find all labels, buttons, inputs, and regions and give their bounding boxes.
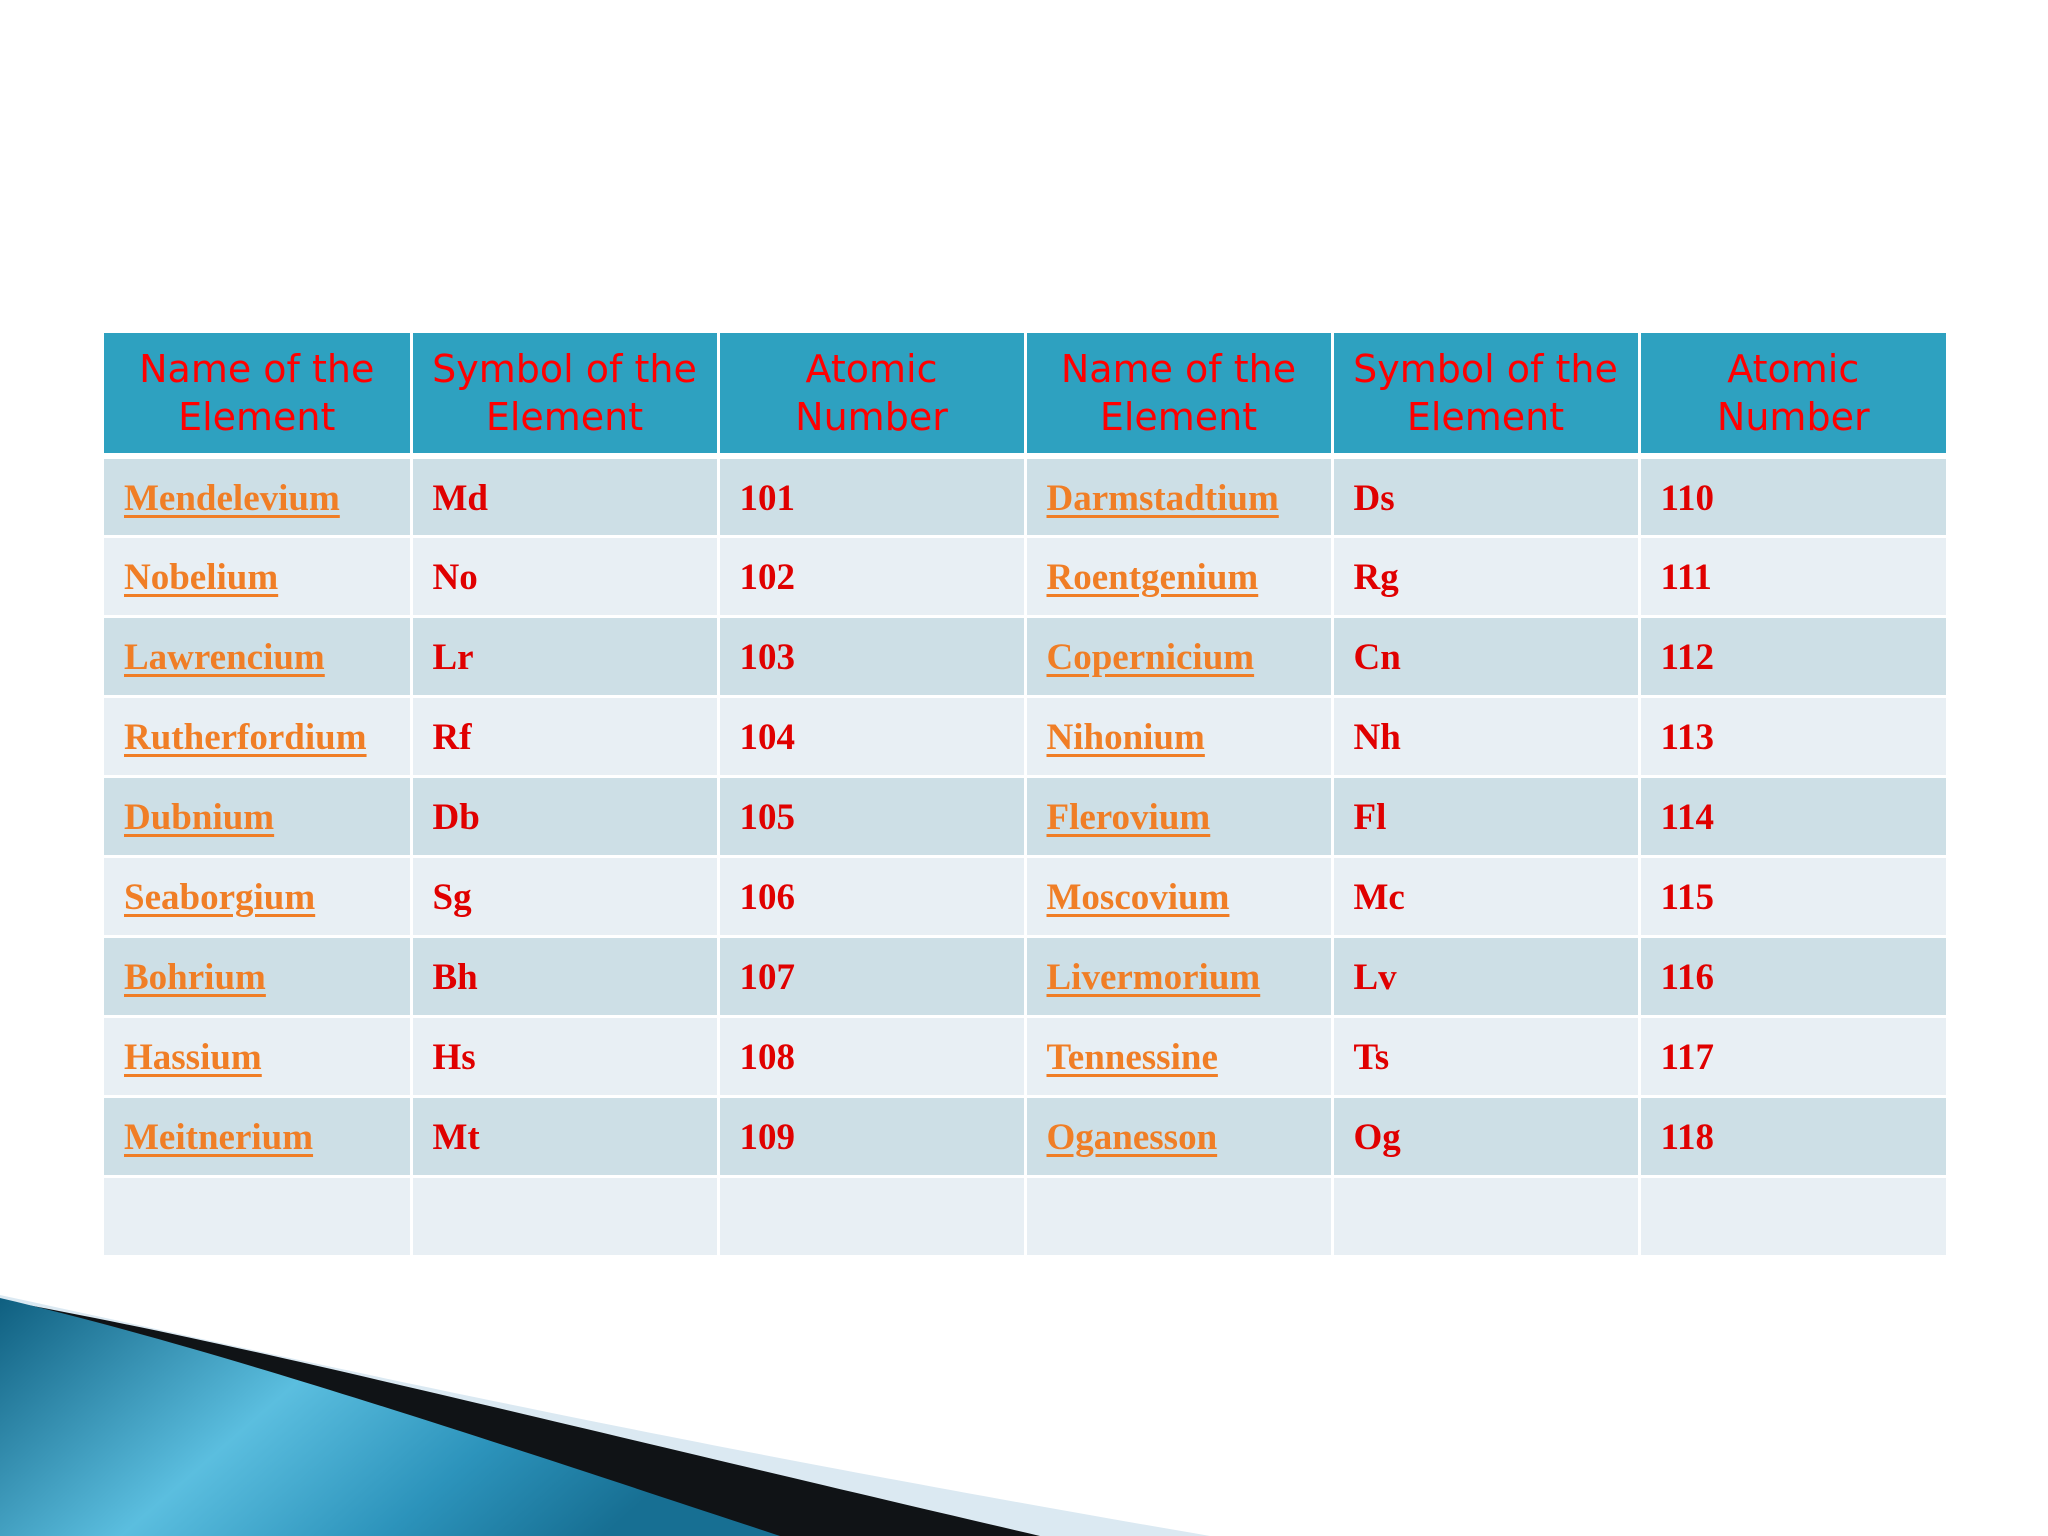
element-name-cell: Tennessine	[1025, 1016, 1334, 1098]
element-symbol-cell: Db	[411, 776, 720, 858]
table-row: Dubnium Db 105 Flerovium Fl 114	[104, 776, 1946, 858]
element-symbol-cell: Sg	[411, 856, 720, 938]
element-link[interactable]: Dubnium	[124, 796, 275, 838]
header-atomic-number-2: Atomic Number	[1639, 333, 1946, 459]
element-link[interactable]: Lawrencium	[124, 636, 325, 678]
element-symbol-cell: Og	[1332, 1096, 1641, 1178]
element-symbol-cell: Rg	[1332, 536, 1641, 618]
atomic-number-cell: 105	[718, 776, 1027, 858]
element-name-cell: Mendelevium	[104, 456, 413, 538]
atomic-number-cell: 104	[718, 696, 1027, 778]
atomic-number-cell: 118	[1639, 1096, 1946, 1178]
table-row: Rutherfordium Rf 104 Nihonium Nh 113	[104, 696, 1946, 778]
element-link[interactable]: Livermorium	[1046, 956, 1261, 998]
atomic-number-cell: 117	[1639, 1016, 1946, 1098]
element-link[interactable]: Nobelium	[124, 556, 279, 598]
atomic-number-cell: 101	[718, 456, 1027, 538]
atomic-number-cell: 110	[1639, 456, 1946, 538]
atomic-number-cell: 107	[718, 936, 1027, 1018]
element-symbol-cell: Mc	[1332, 856, 1641, 938]
empty-cell	[104, 1176, 413, 1258]
element-symbol-cell: No	[411, 536, 720, 618]
element-link[interactable]: Bohrium	[124, 956, 266, 998]
element-name-cell: Copernicium	[1025, 616, 1334, 698]
element-name-cell: Flerovium	[1025, 776, 1334, 858]
element-symbol-cell: Nh	[1332, 696, 1641, 778]
element-name-cell: Nihonium	[1025, 696, 1334, 778]
element-link[interactable]: Oganesson	[1046, 1116, 1218, 1158]
atomic-number-cell: 115	[1639, 856, 1946, 938]
empty-cell	[1025, 1176, 1334, 1258]
empty-cell	[718, 1176, 1027, 1258]
element-symbol-cell: Ds	[1332, 456, 1641, 538]
table-row-empty	[104, 1176, 1946, 1258]
element-link[interactable]: Tennessine	[1046, 1036, 1218, 1078]
table-row: Nobelium No 102 Roentgenium Rg 111	[104, 536, 1946, 618]
element-name-cell: Hassium	[104, 1016, 413, 1098]
element-link[interactable]: Meitnerium	[124, 1116, 314, 1158]
element-link[interactable]: Moscovium	[1046, 876, 1230, 918]
element-link[interactable]: Hassium	[124, 1036, 262, 1078]
element-link[interactable]: Nihonium	[1046, 716, 1205, 758]
element-name-cell: Dubnium	[104, 776, 413, 858]
element-name-cell: Livermorium	[1025, 936, 1334, 1018]
atomic-number-cell: 111	[1639, 536, 1946, 618]
table-row: Mendelevium Md 101 Darmstadtium Ds 110	[104, 456, 1946, 538]
element-name-cell: Moscovium	[1025, 856, 1334, 938]
elements-table: Name of the Element Symbol of the Elemen…	[104, 333, 1946, 1258]
element-symbol-cell: Lv	[1332, 936, 1641, 1018]
header-symbol-of-element-1: Symbol of the Element	[411, 333, 720, 459]
element-link[interactable]: Flerovium	[1046, 796, 1211, 838]
element-name-cell: Nobelium	[104, 536, 413, 618]
element-symbol-cell: Ts	[1332, 1016, 1641, 1098]
element-link[interactable]: Copernicium	[1046, 636, 1255, 678]
element-name-cell: Roentgenium	[1025, 536, 1334, 618]
table-row: Seaborgium Sg 106 Moscovium Mc 115	[104, 856, 1946, 938]
table-row: Meitnerium Mt 109 Oganesson Og 118	[104, 1096, 1946, 1178]
element-name-cell: Rutherfordium	[104, 696, 413, 778]
element-symbol-cell: Lr	[411, 616, 720, 698]
element-symbol-cell: Md	[411, 456, 720, 538]
element-symbol-cell: Hs	[411, 1016, 720, 1098]
table-header-row: Name of the Element Symbol of the Elemen…	[104, 333, 1946, 459]
element-link[interactable]: Roentgenium	[1046, 556, 1259, 598]
element-symbol-cell: Rf	[411, 696, 720, 778]
element-link[interactable]: Darmstadtium	[1046, 478, 1279, 519]
element-name-cell: Bohrium	[104, 936, 413, 1018]
header-name-of-element-2: Name of the Element	[1025, 333, 1334, 459]
empty-cell	[411, 1176, 720, 1258]
element-symbol-cell: Bh	[411, 936, 720, 1018]
atomic-number-cell: 102	[718, 536, 1027, 618]
atomic-number-cell: 114	[1639, 776, 1946, 858]
element-link[interactable]: Rutherfordium	[124, 716, 367, 758]
empty-cell	[1332, 1176, 1641, 1258]
atomic-number-cell: 113	[1639, 696, 1946, 778]
element-name-cell: Oganesson	[1025, 1096, 1334, 1178]
empty-cell	[1639, 1176, 1946, 1258]
element-link[interactable]: Seaborgium	[124, 876, 316, 918]
element-symbol-cell: Fl	[1332, 776, 1641, 858]
element-symbol-cell: Mt	[411, 1096, 720, 1178]
atomic-number-cell: 109	[718, 1096, 1027, 1178]
atomic-number-cell: 106	[718, 856, 1027, 938]
atomic-number-cell: 108	[718, 1016, 1027, 1098]
table-row: Bohrium Bh 107 Livermorium Lv 116	[104, 936, 1946, 1018]
atomic-number-cell: 116	[1639, 936, 1946, 1018]
element-name-cell: Lawrencium	[104, 616, 413, 698]
atomic-number-cell: 103	[718, 616, 1027, 698]
element-symbol-cell: Cn	[1332, 616, 1641, 698]
element-name-cell: Meitnerium	[104, 1096, 413, 1178]
header-atomic-number-1: Atomic Number	[718, 333, 1027, 459]
element-name-cell: Darmstadtium	[1025, 456, 1334, 538]
table-row: Lawrencium Lr 103 Copernicium Cn 112	[104, 616, 1946, 698]
table-row: Hassium Hs 108 Tennessine Ts 117	[104, 1016, 1946, 1098]
element-link[interactable]: Mendelevium	[124, 478, 340, 519]
header-symbol-of-element-2: Symbol of the Element	[1332, 333, 1641, 459]
element-name-cell: Seaborgium	[104, 856, 413, 938]
header-name-of-element-1: Name of the Element	[104, 333, 413, 459]
atomic-number-cell: 112	[1639, 616, 1946, 698]
